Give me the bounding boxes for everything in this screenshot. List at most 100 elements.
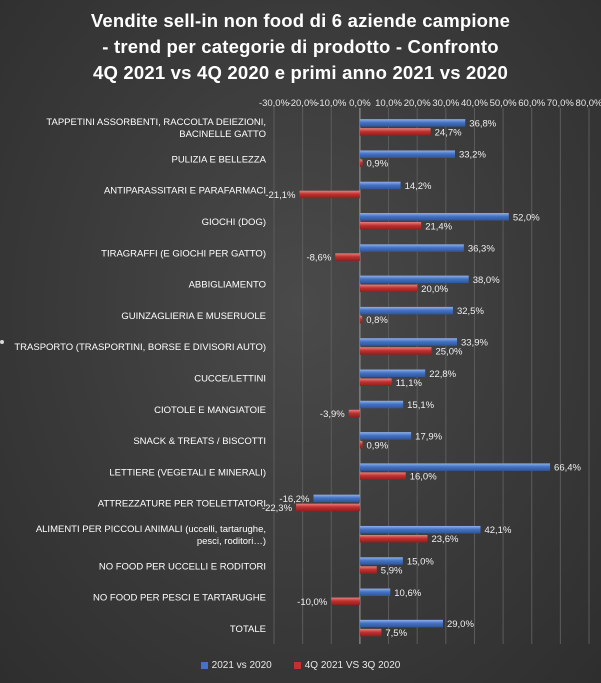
category-label: NO FOOD PER PESCI E TARTARUGHE <box>93 593 266 604</box>
data-label: 0,9% <box>366 440 388 451</box>
bar-series-2 <box>348 409 360 418</box>
bar-series-2 <box>359 566 377 574</box>
bar-series-1 <box>359 525 481 534</box>
chart-title-line-1: Vendite sell-in non food di 6 aziende ca… <box>90 10 511 31</box>
data-label: 36,3% <box>468 244 495 255</box>
data-label: 16,0% <box>410 472 437 483</box>
bar-series-1 <box>359 119 466 127</box>
x-tick-label: 20,0% <box>404 98 431 109</box>
x-tick-label: 70,0% <box>547 98 574 109</box>
data-label: 33,9% <box>461 337 488 348</box>
bar-series-1 <box>359 400 404 409</box>
bar-series-1 <box>359 213 509 221</box>
data-label: -10,0% <box>297 597 328 608</box>
data-label: -21,1% <box>265 190 296 201</box>
x-tick-label: 80,0% <box>576 98 601 109</box>
x-tick-label: 60,0% <box>518 98 545 109</box>
data-label: 15,1% <box>407 400 434 411</box>
data-label: 24,7% <box>435 127 462 138</box>
legend-label-series-1: 2021 vs 2020 <box>211 660 272 671</box>
bar-series-1 <box>359 275 469 284</box>
x-tick-label: 40,0% <box>461 98 488 109</box>
data-label: 25,0% <box>436 346 463 357</box>
category-label: TRASPORTO (TRASPORTINI, BORSE E DIVISORI… <box>14 342 266 353</box>
chart-title: Vendite sell-in non food di 6 aziende ca… <box>0 8 601 86</box>
category-label: TAPPETINI ASSORBENTI, RACCOLTA DEIEZIONI… <box>46 117 266 128</box>
data-label: 15,0% <box>407 557 434 568</box>
data-label: 22,8% <box>429 369 456 380</box>
bar-series-1 <box>359 150 455 158</box>
data-label: 21,4% <box>425 221 452 232</box>
bar-series-2 <box>359 628 382 637</box>
legend-swatch-series-1 <box>200 662 208 669</box>
x-tick-label: -30,0% <box>259 98 290 109</box>
data-label: 29,0% <box>447 619 474 630</box>
bar-series-2 <box>359 315 363 324</box>
bar-series-2 <box>331 597 360 606</box>
bar-series-2 <box>359 472 406 480</box>
chart-title-line-2: - trend per categorie di prodotto - Conf… <box>102 36 499 57</box>
chart-title-line-3: 4Q 2021 vs 4Q 2020 e primi anno 2021 vs … <box>92 62 509 83</box>
x-tick-label: 50,0% <box>490 98 517 109</box>
category-label: NO FOOD PER UCCELLI E RODITORI <box>99 561 266 572</box>
category-label: LETTIERE (VEGETALI E MINERALI) <box>109 467 266 478</box>
bar-series-2 <box>359 284 418 293</box>
data-label: -8,6% <box>306 253 331 264</box>
data-label: -3,9% <box>320 409 345 420</box>
bar-series-1 <box>359 244 464 252</box>
data-label: 10,6% <box>394 588 421 599</box>
data-label: -16,2% <box>279 494 310 505</box>
bar-series-1 <box>359 463 551 471</box>
data-label: 32,5% <box>457 306 484 317</box>
legend-item-series-1: 2021 vs 2020 <box>200 660 272 671</box>
bar-series-1 <box>359 619 443 628</box>
category-label: ABBIGLIAMENTO <box>189 280 266 291</box>
bar-series-2 <box>296 503 360 512</box>
bar-series-1 <box>359 306 453 315</box>
legend-item-series-2: 4Q 2021 VS 3Q 2020 <box>293 660 400 671</box>
data-label: 5,9% <box>381 566 403 577</box>
category-label: TOTALE <box>230 624 266 635</box>
bar-series-1 <box>359 557 403 565</box>
bar-series-2 <box>359 347 432 355</box>
bar-series-2 <box>359 534 428 543</box>
category-label: CUCCE/LETTINI <box>194 374 266 385</box>
category-label: BACINELLE GATTO <box>179 129 266 140</box>
category-label: pesci, roditori…) <box>197 536 266 547</box>
data-label: 17,9% <box>415 431 442 442</box>
data-label: 0,9% <box>366 159 388 170</box>
data-label: 38,0% <box>473 275 500 286</box>
data-label: 0,8% <box>366 315 388 326</box>
legend-swatch-series-2 <box>293 662 301 669</box>
x-tick-label: -20,0% <box>288 98 319 109</box>
data-label: 66,4% <box>554 463 581 474</box>
bar-series-2 <box>335 253 360 261</box>
bar-series-1 <box>359 432 412 440</box>
data-label: 7,5% <box>385 628 407 639</box>
category-label: ALIMENTI PER PICCOLI ANIMALI (uccelli, t… <box>36 524 266 535</box>
bar-series-1 <box>359 369 426 377</box>
x-tick-label: 10,0% <box>375 98 402 109</box>
bar-series-2 <box>359 222 422 230</box>
bar-series-2 <box>359 159 363 167</box>
category-label: SNACK & TREATS / BISCOTTI <box>133 436 266 447</box>
category-label: CIOTOLE E MANGIATOIE <box>154 405 266 416</box>
data-label: 52,0% <box>513 212 540 223</box>
data-label: 23,6% <box>431 534 458 545</box>
legend: 2021 vs 2020 4Q 2021 VS 3Q 2020 <box>0 660 601 671</box>
bar-series-2 <box>299 190 360 199</box>
x-tick-label: 0,0% <box>349 98 371 109</box>
bar-series-1 <box>313 494 360 503</box>
bar-series-1 <box>359 338 457 346</box>
x-tick-label: -10,0% <box>316 98 347 109</box>
bar-series-2 <box>359 441 363 449</box>
data-label: 36,8% <box>469 118 496 129</box>
bar-series-1 <box>359 588 391 597</box>
category-label: GUINZAGLIERIA E MUSERUOLE <box>121 311 266 322</box>
category-label: GIOCHI (DOG) <box>202 217 266 228</box>
left-edge-handle <box>0 340 4 344</box>
category-label: TIRAGRAFFI (E GIOCHI PER GATTO) <box>101 248 266 259</box>
category-label: ATTREZZATURE PER TOELETTATORI <box>98 499 266 510</box>
bar-series-1 <box>359 181 401 190</box>
